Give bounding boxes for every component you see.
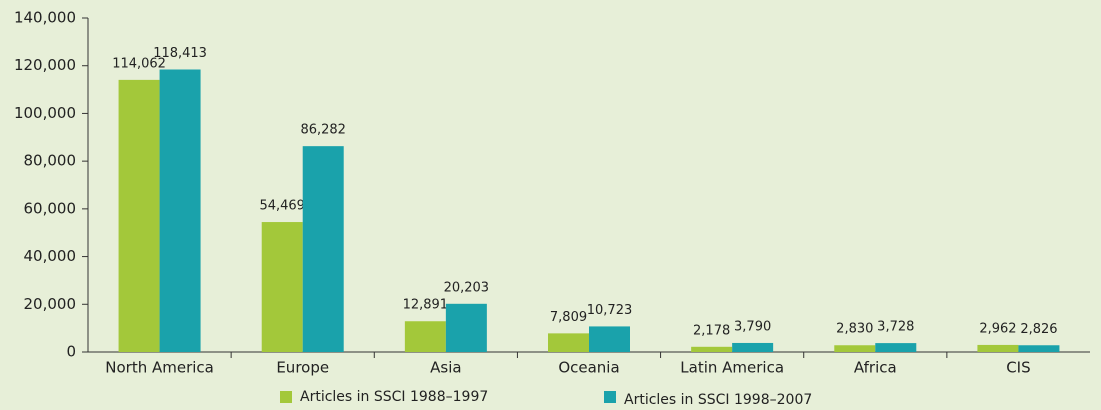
bar — [548, 333, 589, 352]
data-label: 54,469 — [259, 199, 305, 214]
y-tick-label: 20,000 — [24, 295, 77, 313]
x-tick-label: Asia — [430, 359, 461, 377]
y-tick-label: 100,000 — [14, 104, 76, 122]
legend-label: Articles in SSCI 1998–2007 — [624, 392, 812, 408]
x-tick-label: Africa — [854, 359, 897, 377]
data-label: 3,790 — [734, 319, 771, 334]
bar — [159, 69, 201, 352]
data-label: 3,728 — [877, 320, 914, 335]
data-label: 2,962 — [979, 321, 1016, 336]
legend-label: Articles in SSCI 1988–1997 — [300, 389, 488, 405]
data-label: 12,891 — [403, 298, 449, 313]
bar — [261, 222, 303, 352]
data-label: 20,203 — [444, 280, 490, 295]
bar — [732, 342, 774, 352]
legend-swatch — [280, 391, 292, 403]
x-tick-label: CIS — [1006, 359, 1030, 377]
x-tick-label: Oceania — [558, 359, 619, 377]
bar — [875, 343, 917, 352]
y-tick-label: 60,000 — [24, 199, 77, 217]
x-tick-label: North America — [105, 359, 214, 377]
data-label: 2,830 — [836, 322, 873, 337]
data-label: 10,723 — [587, 303, 633, 318]
data-label: 118,413 — [153, 46, 207, 61]
y-tick-label: 140,000 — [14, 9, 76, 27]
bar — [977, 344, 1019, 352]
data-label: 86,282 — [300, 123, 346, 138]
bar — [445, 303, 487, 352]
data-label: 114,062 — [112, 56, 166, 71]
y-tick-label: 0 — [66, 343, 76, 361]
data-label: 2,826 — [1020, 322, 1057, 337]
bar — [404, 321, 446, 352]
x-tick-label: Europe — [276, 359, 329, 377]
bar — [118, 79, 160, 353]
bar — [834, 345, 876, 352]
data-label: 7,809 — [550, 310, 587, 325]
bar — [302, 146, 344, 352]
y-tick-label: 120,000 — [14, 56, 76, 74]
y-tick-label: 80,000 — [24, 152, 77, 170]
bar — [691, 346, 733, 352]
x-tick-label: Latin America — [680, 359, 784, 377]
data-label: 2,178 — [693, 323, 730, 338]
bar — [1018, 345, 1060, 352]
legend-swatch — [604, 391, 616, 403]
y-tick-label: 40,000 — [24, 247, 77, 265]
bar — [589, 326, 630, 352]
